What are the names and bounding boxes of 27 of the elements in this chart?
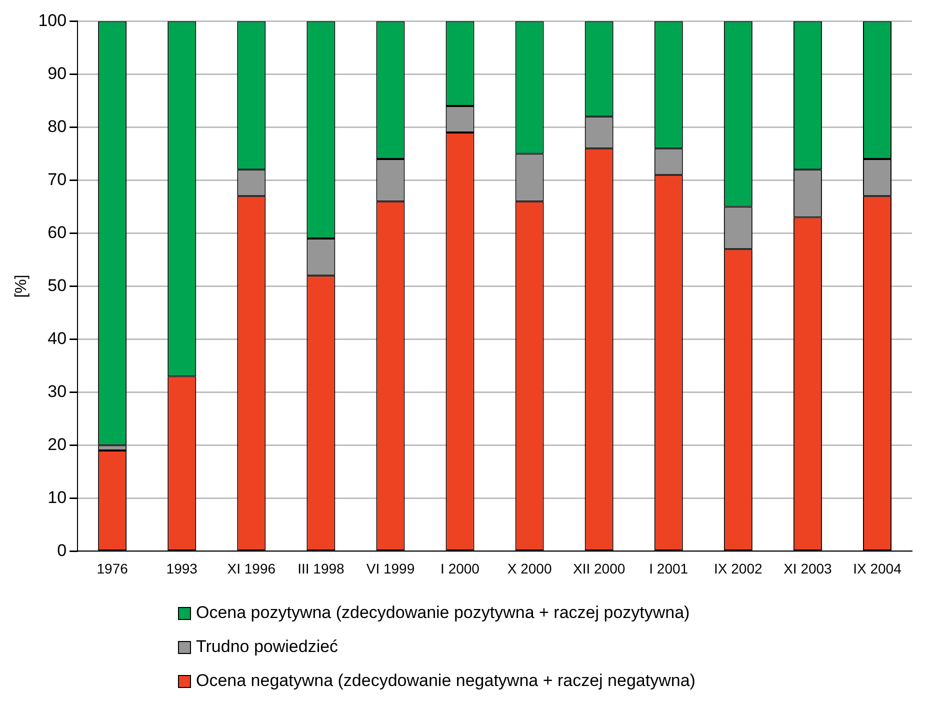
x-tick-label: IX 2004 [853, 560, 902, 576]
x-tick-label: III 1998 [298, 560, 345, 576]
x-tick-label: VI 1999 [366, 560, 415, 576]
y-tick-label: 80 [48, 116, 67, 136]
legend-label: Ocena negatywna (zdecydowanie negatywna + raczej negatywna) [196, 671, 696, 691]
x-tick-label: I 2001 [649, 560, 688, 576]
y-tick-label: 0 [57, 540, 67, 560]
legend-label: Trudno powiedzieć [196, 637, 338, 657]
x-tick-label: X 2000 [507, 560, 552, 576]
y-tick-label: 40 [48, 328, 67, 348]
x-tick-label: XI 1996 [227, 560, 276, 576]
x-tick-label: XI 2003 [784, 560, 832, 576]
x-tick-label: XII 2000 [573, 560, 626, 576]
y-tick-label: 10 [48, 488, 67, 507]
legend-label: Ocena pozytywna (zdecydowanie pozytywna + raczej pozytywna) [196, 603, 690, 623]
y-tick-label: 30 [48, 382, 67, 401]
y-tick-label: 50 [48, 276, 67, 295]
y-axis-title: [%] [13, 274, 30, 298]
x-tick-label: I 2000 [440, 560, 480, 576]
y-tick-label: 60 [48, 222, 67, 242]
x-tick-label: 1993 [166, 560, 198, 576]
y-tick-label: 100 [38, 10, 67, 30]
x-tick-label: IX 2002 [714, 560, 762, 576]
x-tick-label: 1976 [96, 560, 128, 576]
y-tick-label: 70 [48, 170, 67, 189]
y-tick-label: 20 [48, 434, 67, 454]
y-tick-label: 90 [48, 64, 67, 83]
